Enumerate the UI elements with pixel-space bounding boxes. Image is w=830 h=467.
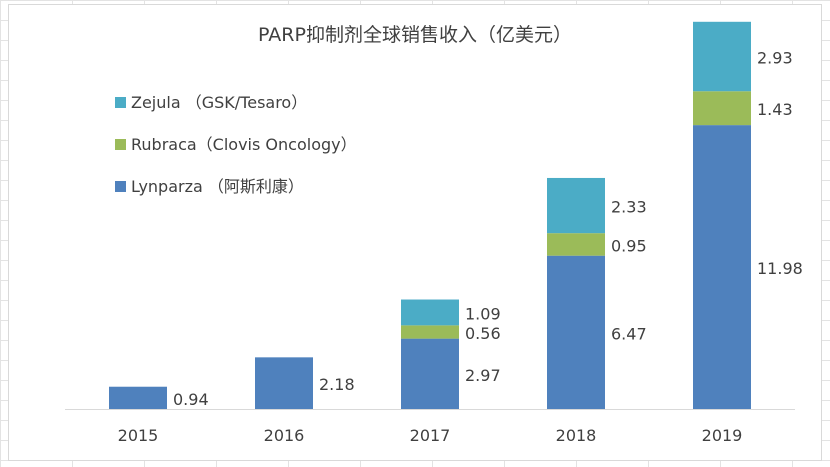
data-label-2019-series-1: 1.43 — [757, 100, 793, 119]
legend-label-2: Zejula （GSK/Tesaro） — [131, 93, 307, 112]
bar-2018-series-1[interactable] — [547, 233, 605, 256]
data-label-2018-series-1: 0.95 — [611, 236, 647, 255]
x-axis-labels: 2015 2016 2017 2018 2019 — [118, 426, 743, 445]
data-label-2019-series-0: 11.98 — [757, 259, 803, 278]
x-tick-label-2016: 2016 — [264, 426, 305, 445]
bar-2019-series-2[interactable] — [693, 21, 751, 92]
data-label-2017-series-1: 0.56 — [465, 324, 501, 343]
bar-2019-series-1[interactable] — [693, 91, 751, 126]
data-label-2018-series-0: 6.47 — [611, 324, 647, 343]
legend-swatch-2 — [115, 97, 126, 108]
data-label-2015-series-0: 0.94 — [173, 390, 209, 409]
bar-2017-series-1[interactable] — [401, 325, 459, 339]
bar-2015-series-0[interactable] — [109, 386, 167, 409]
bar-2019-series-0[interactable] — [693, 125, 751, 410]
data-label-2018-series-2: 2.33 — [611, 198, 647, 217]
x-tick-label-2017: 2017 — [410, 426, 451, 445]
legend-label-0: Lynparza （阿斯利康） — [131, 177, 304, 196]
legend-label-1: Rubraca（Clovis Oncology） — [131, 135, 357, 154]
data-label-2019-series-2: 2.93 — [757, 49, 793, 68]
chart-title: PARP抑制剂全球销售收入（亿美元） — [258, 24, 572, 46]
bars: 0.94 2.18 2.97 0.561.09 6.47 0.95 2.33 11.98 1.4… — [109, 21, 803, 410]
x-tick-label-2018: 2018 — [556, 426, 597, 445]
data-label-2017-series-2: 1.09 — [465, 304, 501, 323]
data-label-2017-series-0: 2.97 — [465, 366, 501, 385]
bar-2017-series-0[interactable] — [401, 338, 459, 409]
legend-swatch-1 — [115, 139, 126, 150]
bar-2018-series-0[interactable] — [547, 255, 605, 409]
data-label-2016-series-0: 2.18 — [319, 375, 355, 394]
bar-2018-series-2[interactable] — [547, 177, 605, 234]
bar-2016-series-0[interactable] — [255, 357, 313, 409]
bar-2017-series-2[interactable] — [401, 299, 459, 326]
legend: Zejula （GSK/Tesaro） Rubraca（Clovis Oncolo… — [115, 93, 357, 196]
x-tick-label-2019: 2019 — [702, 426, 743, 445]
x-tick-label-2015: 2015 — [118, 426, 159, 445]
legend-swatch-0 — [115, 181, 126, 192]
